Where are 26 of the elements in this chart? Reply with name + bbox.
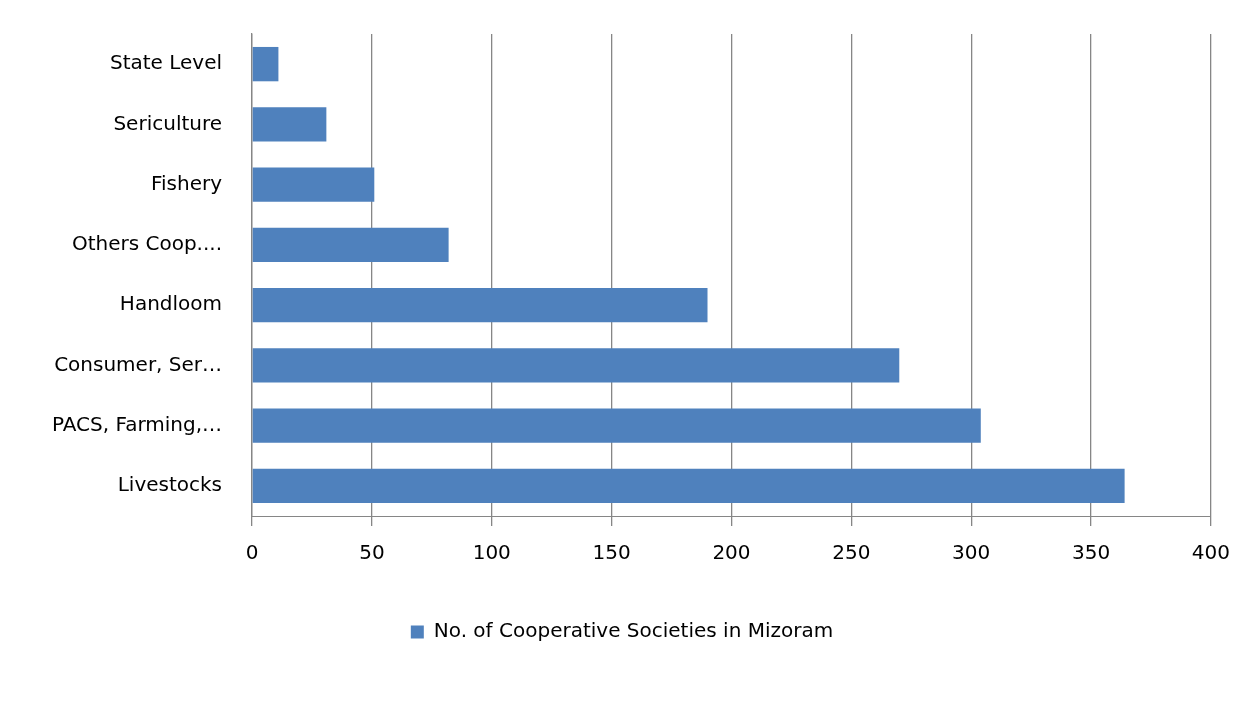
x-tick-label: 0 <box>245 540 259 565</box>
bar <box>252 468 1125 504</box>
bar <box>252 107 327 142</box>
x-tick-label: 250 <box>832 540 871 565</box>
x-tick-label: 350 <box>1071 540 1111 565</box>
x-tick-label: 300 <box>952 540 991 565</box>
y-tick-label: State Level <box>109 50 223 75</box>
bar <box>252 167 375 202</box>
legend-label: No. of Cooperative Societies in Mizoram <box>433 618 834 643</box>
y-tick-label: Fishery <box>150 170 223 195</box>
y-tick-label: Consumer, Ser… <box>54 351 223 376</box>
bar <box>252 408 981 443</box>
bar <box>252 287 708 323</box>
bar <box>252 348 900 383</box>
x-tick-label: 100 <box>472 540 511 565</box>
y-tick-label: PACS, Farming,… <box>51 411 223 436</box>
x-tick-label: 50 <box>359 540 385 565</box>
y-tick-label: Handloom <box>119 291 223 316</box>
y-tick-label: Sericulture <box>113 110 223 135</box>
x-tick-label: 200 <box>712 540 751 565</box>
y-tick-label: Others Coop.... <box>71 231 223 256</box>
bar <box>252 227 449 263</box>
x-tick-label: 150 <box>592 540 631 565</box>
y-tick-label: Livestocks <box>117 472 223 497</box>
bar <box>252 46 279 82</box>
x-tick-label: 400 <box>1191 540 1231 565</box>
